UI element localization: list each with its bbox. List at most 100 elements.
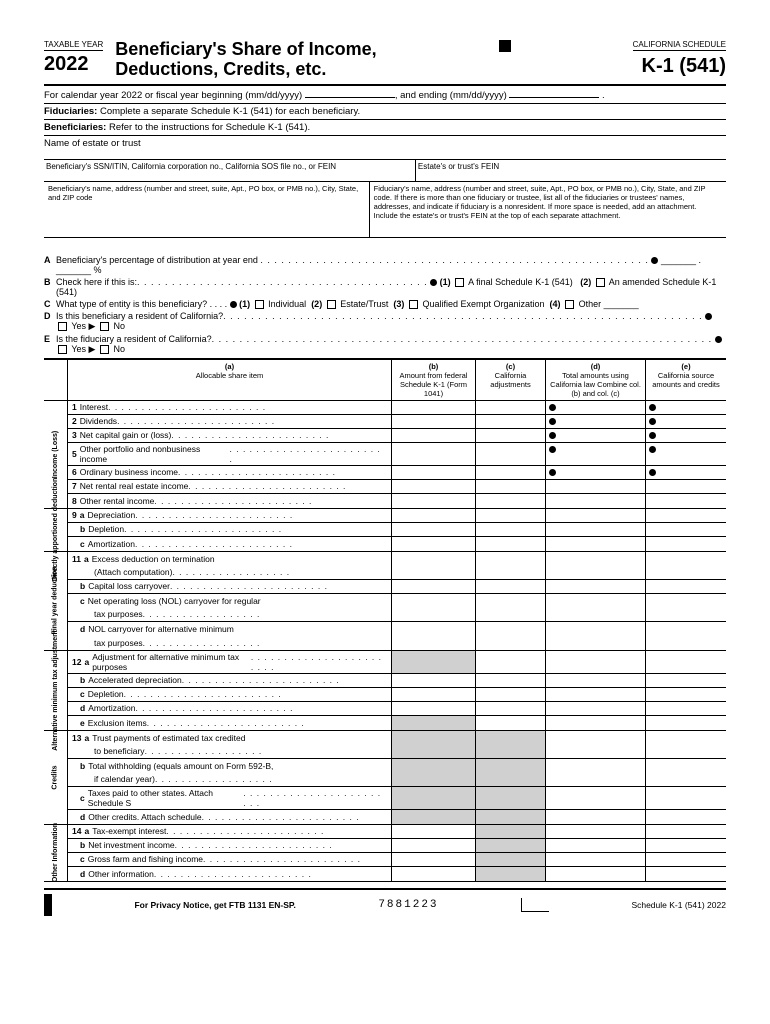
cell-d[interactable] <box>546 580 646 593</box>
cell-c[interactable] <box>476 745 546 758</box>
cell-e[interactable] <box>646 480 726 493</box>
cell-b[interactable] <box>392 480 476 493</box>
cell-e[interactable] <box>646 839 726 852</box>
cell-b[interactable] <box>392 853 476 866</box>
beneficiary-id-cell[interactable]: Beneficiary's SSN/ITIN, California corpo… <box>44 160 416 181</box>
cell-c[interactable] <box>476 773 546 786</box>
cell-d[interactable] <box>546 480 646 493</box>
cell-c[interactable] <box>476 566 546 579</box>
cell-d[interactable] <box>546 523 646 536</box>
cell-d[interactable] <box>546 636 646 650</box>
cell-e[interactable] <box>646 608 726 621</box>
checkbox-C1[interactable] <box>255 300 264 309</box>
cell-c[interactable] <box>476 810 546 824</box>
cell-b[interactable] <box>392 674 476 687</box>
cell-e[interactable] <box>646 787 726 809</box>
cell-b[interactable] <box>392 759 476 773</box>
cell-e[interactable] <box>646 537 726 551</box>
cell-d[interactable] <box>546 773 646 786</box>
cell-d[interactable] <box>546 509 646 522</box>
cell-e[interactable] <box>646 853 726 866</box>
cell-e[interactable] <box>646 401 726 414</box>
cell-b[interactable] <box>392 494 476 508</box>
cell-c[interactable] <box>476 466 546 479</box>
cell-c[interactable] <box>476 853 546 866</box>
checkbox-B2[interactable] <box>596 278 605 287</box>
cell-d[interactable] <box>546 810 646 824</box>
cell-e[interactable] <box>646 494 726 508</box>
checkbox-C4[interactable] <box>565 300 574 309</box>
cell-b[interactable] <box>392 523 476 536</box>
cell-e[interactable] <box>646 867 726 881</box>
cell-e[interactable] <box>646 759 726 773</box>
cell-d[interactable] <box>546 608 646 621</box>
cell-c[interactable] <box>476 702 546 715</box>
cell-e[interactable] <box>646 509 726 522</box>
cell-c[interactable] <box>476 636 546 650</box>
checkbox-E-yes[interactable] <box>58 345 67 354</box>
cell-b[interactable] <box>392 731 476 745</box>
cell-c[interactable] <box>476 401 546 414</box>
cell-b[interactable] <box>392 867 476 881</box>
cell-e[interactable] <box>646 825 726 838</box>
cell-c[interactable] <box>476 580 546 593</box>
cell-c[interactable] <box>476 537 546 551</box>
cell-c[interactable] <box>476 622 546 636</box>
cell-e[interactable] <box>646 688 726 701</box>
cell-c[interactable] <box>476 594 546 608</box>
cell-d[interactable] <box>546 688 646 701</box>
cell-e[interactable] <box>646 731 726 745</box>
cell-d[interactable] <box>546 839 646 852</box>
cell-b[interactable] <box>392 636 476 650</box>
cell-d[interactable] <box>546 466 646 479</box>
fy-end-blank[interactable] <box>509 88 599 98</box>
checkbox-B1[interactable] <box>455 278 464 287</box>
cell-b[interactable] <box>392 651 476 673</box>
cell-d[interactable] <box>546 429 646 442</box>
cell-e[interactable] <box>646 651 726 673</box>
cell-b[interactable] <box>392 552 476 566</box>
checkbox-E-no[interactable] <box>100 345 109 354</box>
checkbox-D-yes[interactable] <box>58 322 67 331</box>
cell-e[interactable] <box>646 580 726 593</box>
cell-c[interactable] <box>476 494 546 508</box>
cell-e[interactable] <box>646 466 726 479</box>
cell-c[interactable] <box>476 552 546 566</box>
checkbox-D-no[interactable] <box>100 322 109 331</box>
cell-c[interactable] <box>476 674 546 687</box>
cell-b[interactable] <box>392 443 476 465</box>
cell-d[interactable] <box>546 622 646 636</box>
cell-b[interactable] <box>392 608 476 621</box>
cell-b[interactable] <box>392 401 476 414</box>
cell-c[interactable] <box>476 839 546 852</box>
cell-b[interactable] <box>392 566 476 579</box>
cell-e[interactable] <box>646 702 726 715</box>
cell-c[interactable] <box>476 608 546 621</box>
cell-e[interactable] <box>646 745 726 758</box>
cell-e[interactable] <box>646 674 726 687</box>
cell-b[interactable] <box>392 509 476 522</box>
cell-c[interactable] <box>476 759 546 773</box>
cell-c[interactable] <box>476 825 546 838</box>
cell-b[interactable] <box>392 622 476 636</box>
cell-b[interactable] <box>392 537 476 551</box>
estate-fein-cell[interactable]: Estate's or trust's FEIN <box>416 160 726 181</box>
cell-d[interactable] <box>546 787 646 809</box>
fy-begin-blank[interactable] <box>305 88 395 98</box>
name-section[interactable]: Name of estate or trust <box>44 136 726 160</box>
cell-d[interactable] <box>546 853 646 866</box>
cell-b[interactable] <box>392 787 476 809</box>
cell-b[interactable] <box>392 810 476 824</box>
cell-c[interactable] <box>476 731 546 745</box>
cell-b[interactable] <box>392 702 476 715</box>
cell-e[interactable] <box>646 810 726 824</box>
cell-d[interactable] <box>546 537 646 551</box>
checkbox-C3[interactable] <box>409 300 418 309</box>
checkbox-C2[interactable] <box>327 300 336 309</box>
cell-d[interactable] <box>546 594 646 608</box>
cell-b[interactable] <box>392 773 476 786</box>
cell-d[interactable] <box>546 745 646 758</box>
cell-e[interactable] <box>646 552 726 566</box>
cell-c[interactable] <box>476 443 546 465</box>
cell-e[interactable] <box>646 594 726 608</box>
